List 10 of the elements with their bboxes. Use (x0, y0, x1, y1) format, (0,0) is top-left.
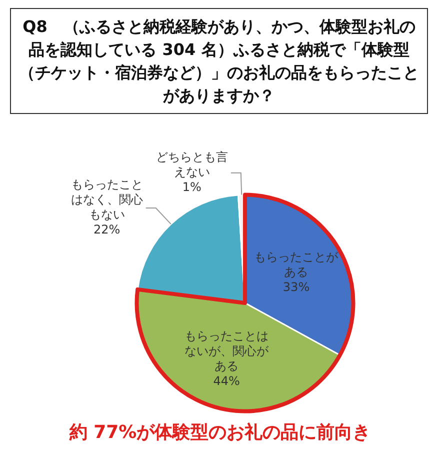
data-label: 44% (213, 374, 240, 388)
slice-label: もらったことはないが、関心がある (184, 329, 270, 374)
data-label: 1% (182, 180, 202, 194)
slice-label: もらったことがある (254, 250, 340, 279)
slice-label: どちらとも言えない (156, 150, 228, 179)
chart-title: Q8 （ふるさと納税経験があり、かつ、体験型お礼の品を認知している 304 名）ふるさと納税で「体験型（チケット・宿泊券など）」のお礼の品をもらったことがありますか？ (10, 8, 428, 114)
slice-label: もらったことはなく、関心もない (70, 178, 143, 222)
data-label: 22% (94, 222, 120, 237)
text: 約 77%が体験型のお礼の品に前向き (68, 421, 372, 444)
data-label: 33% (282, 280, 310, 294)
